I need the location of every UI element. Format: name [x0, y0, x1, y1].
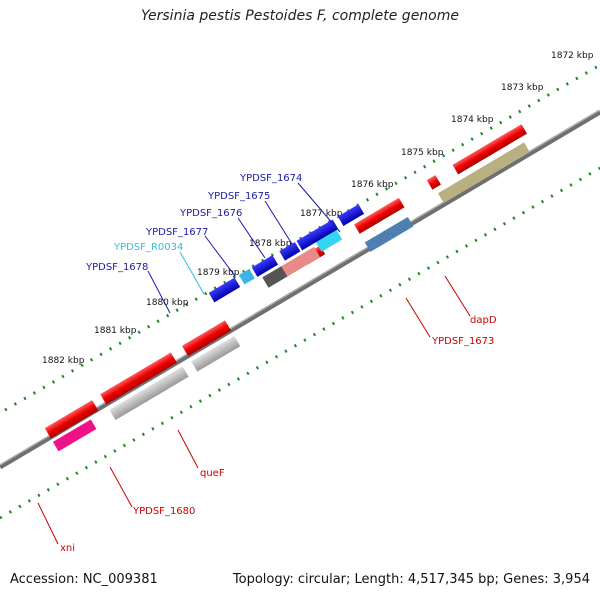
cds-feature[interactable] — [181, 320, 232, 357]
scale-labels: 1872 kbp 1873 kbp 1874 kbp 1875 kbp 1876… — [42, 51, 594, 366]
feature-tracks — [44, 124, 530, 452]
trna-feature[interactable] — [315, 230, 343, 252]
cds-feature[interactable] — [279, 246, 321, 278]
gene-label: YPDSF_1676 — [179, 208, 242, 219]
lower-leader-lines — [37, 275, 471, 545]
gene-label: YPDSF_1673 — [431, 336, 494, 347]
scale-label: 1874 kbp — [451, 115, 494, 125]
scale-label: 1879 kbp — [197, 268, 240, 278]
cds-feature[interactable] — [354, 197, 405, 234]
cds-feature[interactable] — [437, 142, 530, 203]
gene-label: YPDSF_1675 — [207, 191, 270, 202]
cds-feature[interactable] — [109, 366, 189, 421]
cds-feature[interactable] — [364, 216, 414, 252]
cds-feature[interactable] — [426, 175, 441, 190]
blast-feature[interactable] — [296, 219, 339, 251]
blast-feature[interactable] — [208, 277, 241, 303]
scale-label: 1875 kbp — [401, 148, 444, 158]
scale-label: 1873 kbp — [501, 83, 544, 93]
cds-feature[interactable] — [52, 419, 97, 452]
gene-label: YPDSF_1678 — [85, 262, 148, 273]
cds-feature[interactable] — [44, 400, 99, 439]
footer: Accession: NC_009381 Topology: circular;… — [0, 572, 600, 592]
gene-label: YPDSF_1680 — [132, 506, 195, 517]
gene-label: queF — [200, 468, 225, 479]
scale-label: 1881 kbp — [94, 326, 137, 336]
cds-feature[interactable] — [452, 124, 528, 175]
scale-label: 1878 kbp — [249, 239, 292, 249]
upper-leader-line — [179, 251, 205, 295]
scale-label: 1877 kbp — [300, 209, 343, 219]
upper-leader-lines — [147, 182, 341, 314]
blast-feature[interactable] — [337, 204, 365, 226]
gene-label: YPDSF_1674 — [239, 173, 302, 184]
blast-feature[interactable] — [251, 255, 279, 277]
genome-backbone — [0, 109, 600, 470]
accession-text: Accession: NC_009381 — [10, 572, 158, 587]
gene-label: dapD — [470, 315, 497, 326]
map-title: Yersinia pestis Pestoides F, complete ge… — [141, 8, 459, 24]
cds-feature[interactable] — [191, 335, 241, 372]
outer-scale-track — [4, 63, 600, 412]
gene-label: YPDSF_1677 — [145, 227, 208, 238]
genome-stats-text: Topology: circular; Length: 4,517,345 bp… — [232, 572, 590, 587]
scale-label: 1882 kbp — [42, 356, 85, 366]
scale-label: 1876 kbp — [351, 180, 394, 190]
blast-feature[interactable] — [279, 241, 301, 261]
gene-label: YPDSF_R0034 — [113, 242, 183, 253]
blast-feature[interactable] — [238, 268, 255, 285]
scale-label: 1880 kbp — [146, 298, 189, 308]
scale-label: 1872 kbp — [551, 51, 594, 61]
cds-feature[interactable] — [100, 352, 177, 405]
cds-feature[interactable] — [262, 266, 288, 288]
inner-scale-track — [0, 166, 600, 520]
gene-label: xni — [60, 543, 75, 554]
